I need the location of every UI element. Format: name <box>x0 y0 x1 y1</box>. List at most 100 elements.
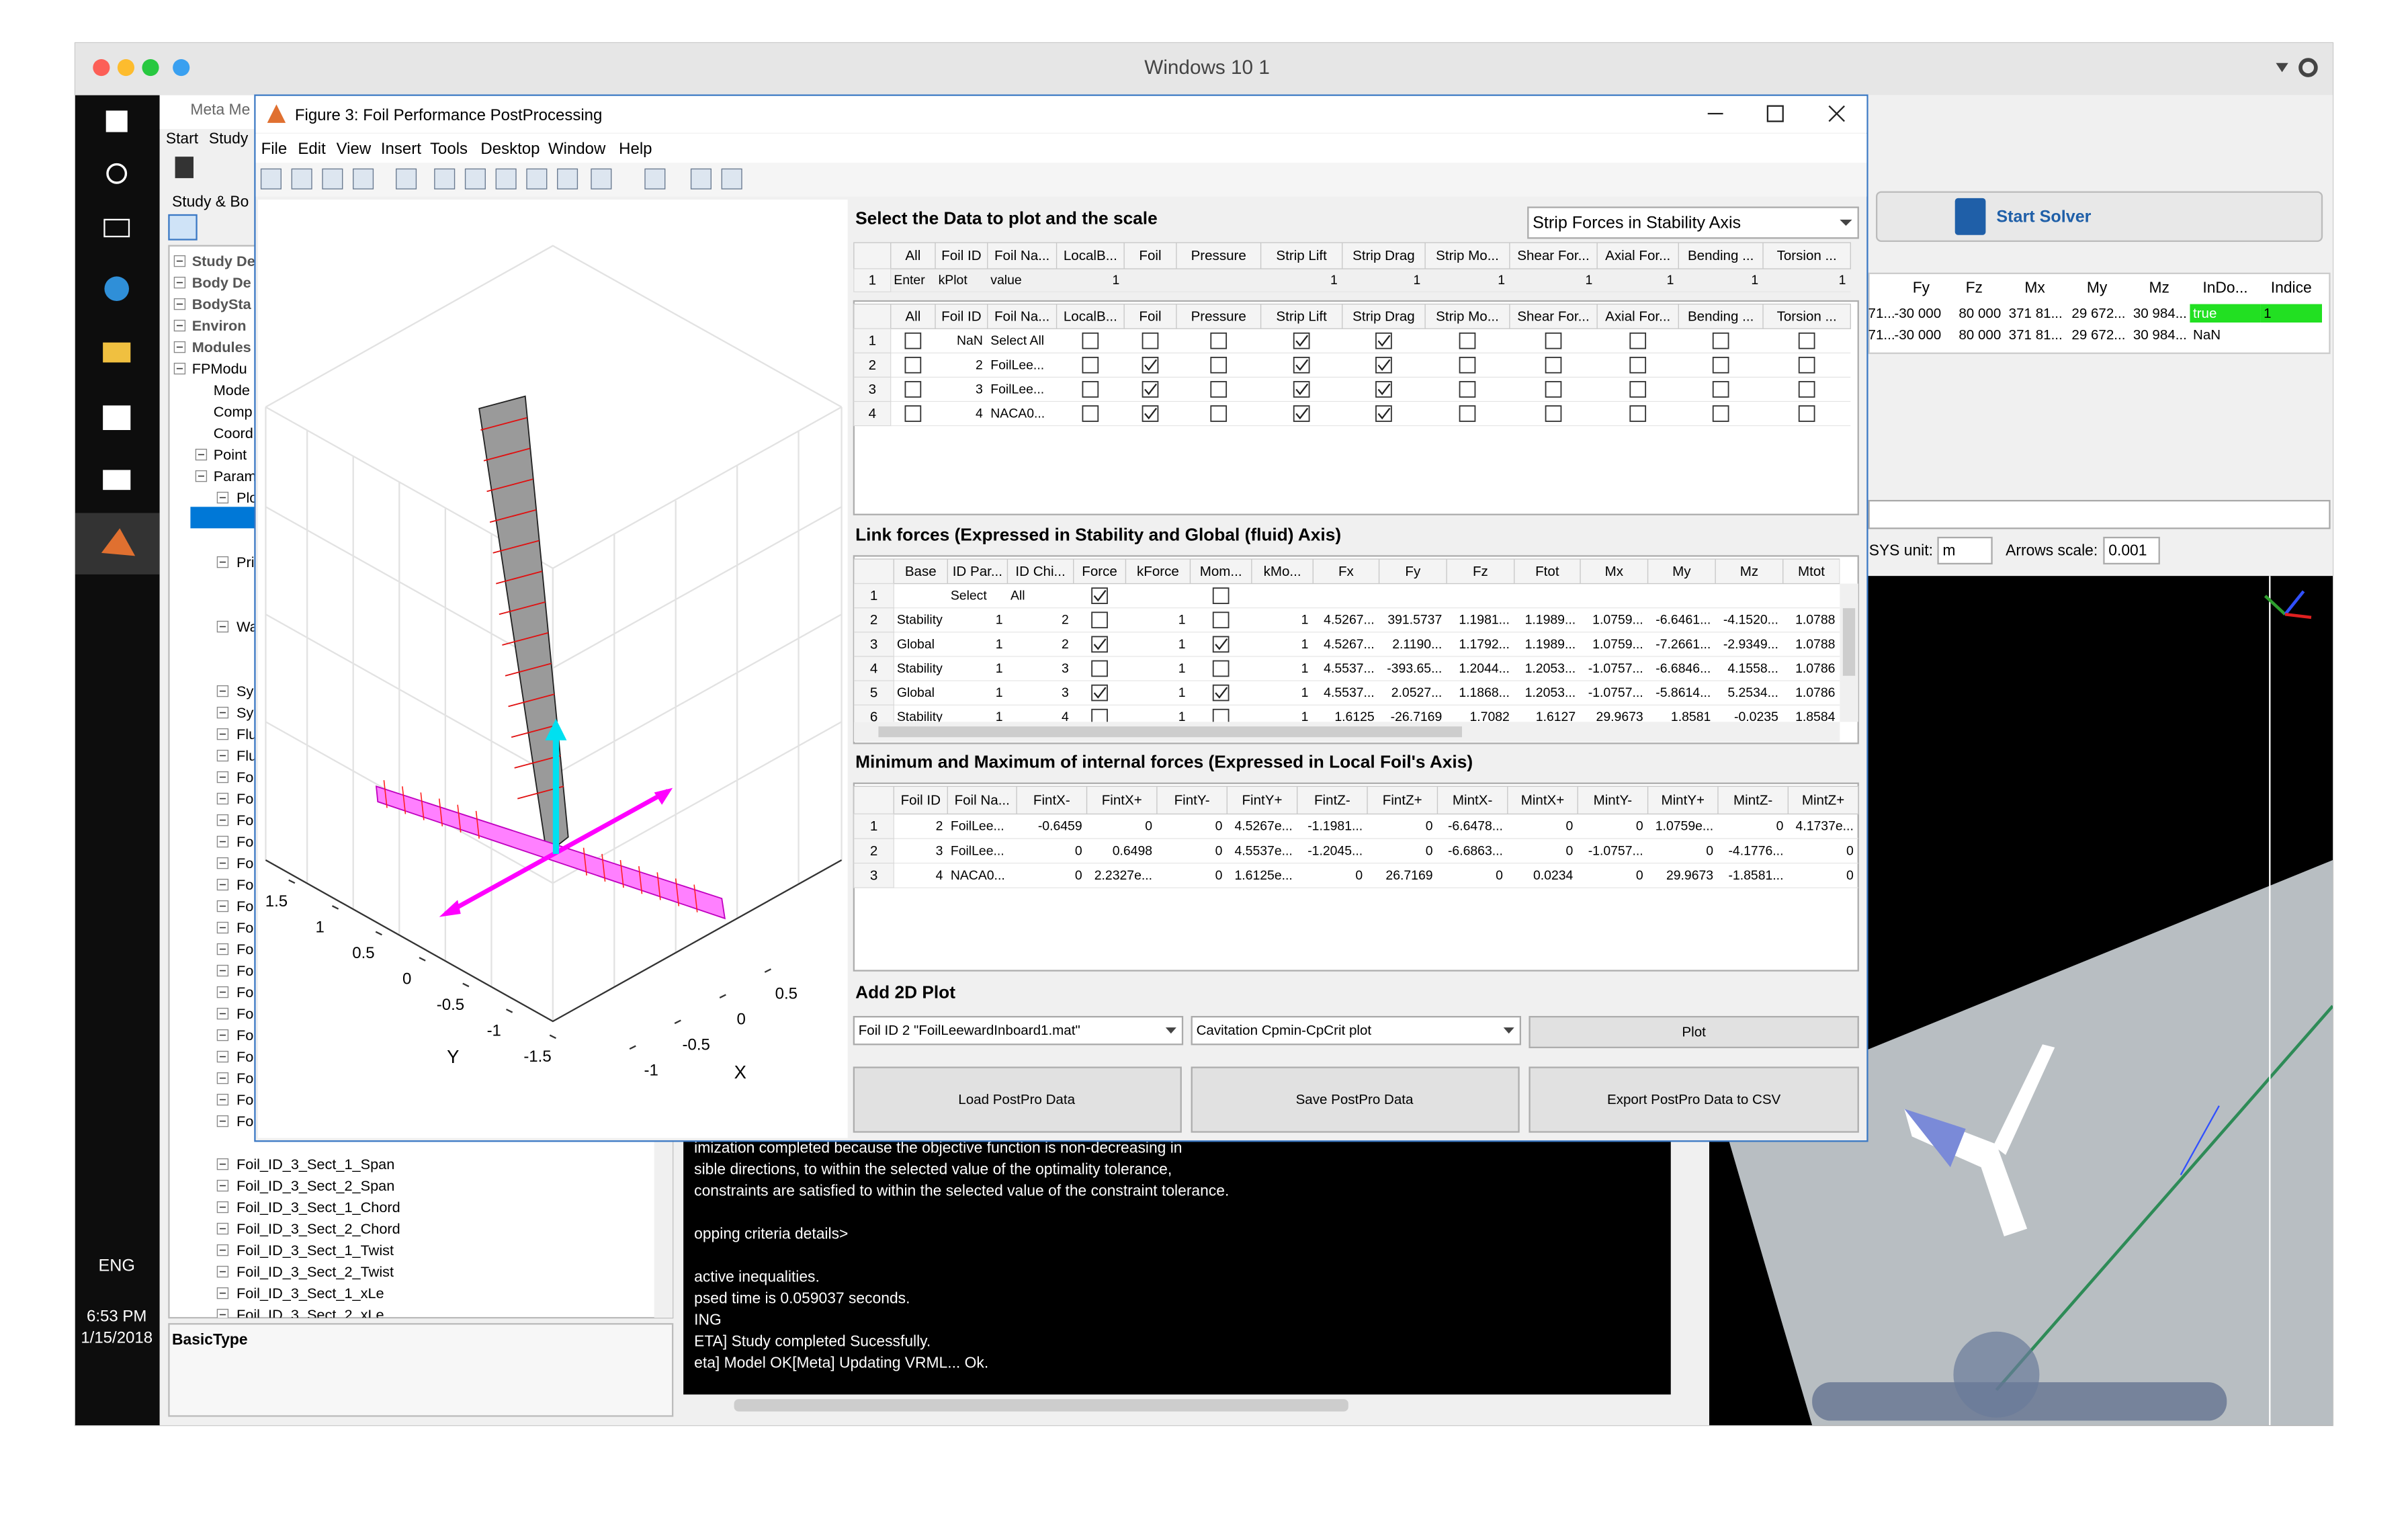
checkbox[interactable] <box>904 405 922 422</box>
console-scrollbar[interactable] <box>1670 1140 1697 1395</box>
checkbox[interactable] <box>1212 636 1230 653</box>
checkbox[interactable] <box>1210 332 1228 349</box>
toolbar-icon[interactable] <box>557 168 578 189</box>
toolbar-icon[interactable] <box>591 168 612 189</box>
checkbox[interactable] <box>1545 356 1562 374</box>
checkbox[interactable] <box>1082 405 1099 422</box>
checkbox[interactable] <box>1375 332 1392 349</box>
navigation-wheel[interactable] <box>1953 1331 2040 1418</box>
toolbar-icon[interactable] <box>644 168 666 189</box>
minimize-button[interactable] <box>117 59 134 77</box>
menu-item[interactable]: Edit <box>298 140 326 158</box>
checkbox[interactable] <box>1293 332 1310 349</box>
tool-icon[interactable] <box>168 214 198 241</box>
toolbar-icon[interactable] <box>353 168 374 189</box>
checkbox[interactable] <box>1082 356 1099 374</box>
mail-icon[interactable] <box>103 470 131 491</box>
checkbox[interactable] <box>1210 381 1228 398</box>
view-dropdown[interactable] <box>1868 500 2331 529</box>
start-solver-button[interactable] <box>1876 191 2323 242</box>
scale-input[interactable] <box>2103 536 2160 564</box>
checkbox[interactable] <box>1142 356 1159 374</box>
foil-dropdown[interactable] <box>853 1015 1184 1046</box>
checkbox[interactable] <box>1212 587 1230 604</box>
toolbar-icon[interactable] <box>396 168 417 189</box>
checkbox[interactable] <box>1091 611 1108 629</box>
store-icon[interactable] <box>103 405 131 430</box>
scroll-thumb[interactable] <box>1842 608 1856 676</box>
toolbar-icon[interactable] <box>526 168 548 189</box>
menu-item[interactable]: File <box>261 140 288 158</box>
tool-icon[interactable] <box>175 157 194 179</box>
zoom-button[interactable] <box>142 59 159 77</box>
search-icon[interactable] <box>106 163 128 184</box>
checkbox[interactable] <box>1142 332 1159 349</box>
checkbox[interactable] <box>904 356 922 374</box>
toolbar-icon[interactable] <box>260 168 282 189</box>
checkbox[interactable] <box>1210 405 1228 422</box>
checkbox[interactable] <box>1142 405 1159 422</box>
export-button[interactable] <box>1529 1066 1859 1133</box>
checkbox[interactable] <box>1629 405 1647 422</box>
expander[interactable] <box>216 1308 229 1320</box>
toolbar-icon[interactable] <box>291 168 312 189</box>
menu-item[interactable]: Help <box>619 140 652 158</box>
checkbox[interactable] <box>1212 611 1230 629</box>
checkbox[interactable] <box>1293 405 1310 422</box>
toolbar-icon[interactable] <box>721 168 742 189</box>
plot-dropdown[interactable] <box>1191 1015 1521 1046</box>
checkbox[interactable] <box>1545 381 1562 398</box>
checkbox[interactable] <box>1629 356 1647 374</box>
maximize-button[interactable] <box>1766 105 1784 122</box>
menu-item[interactable]: View <box>337 140 372 158</box>
toolbar-icon[interactable] <box>322 168 343 189</box>
toolbar-icon[interactable] <box>464 168 486 189</box>
checkbox[interactable] <box>1459 405 1476 422</box>
scroll-thumb[interactable] <box>878 726 1462 738</box>
checkbox[interactable] <box>1082 332 1099 349</box>
checkbox[interactable] <box>1712 356 1729 374</box>
checkbox[interactable] <box>1375 381 1392 398</box>
checkbox[interactable] <box>904 332 922 349</box>
edge-icon[interactable] <box>104 276 129 301</box>
checkbox[interactable] <box>1459 332 1476 349</box>
checkbox[interactable] <box>1798 332 1815 349</box>
scroll-thumb[interactable] <box>734 1399 1348 1412</box>
checkbox[interactable] <box>1293 356 1310 374</box>
start-icon[interactable] <box>105 110 128 132</box>
checkbox[interactable] <box>1091 660 1108 677</box>
checkbox[interactable] <box>1091 636 1108 653</box>
checkbox[interactable] <box>904 381 922 398</box>
close-button[interactable] <box>93 59 110 77</box>
checkbox[interactable] <box>1091 684 1108 701</box>
unit-dropdown[interactable] <box>1937 536 1993 564</box>
checkbox[interactable] <box>1210 356 1228 374</box>
checkbox[interactable] <box>1459 381 1476 398</box>
checkbox[interactable] <box>1212 684 1230 701</box>
checkbox[interactable] <box>1212 708 1230 725</box>
checkbox[interactable] <box>1212 660 1230 677</box>
dropdown-icon[interactable] <box>2276 62 2288 73</box>
plot-button[interactable] <box>1529 1016 1859 1048</box>
taskview-icon[interactable] <box>103 218 130 238</box>
checkbox[interactable] <box>1798 381 1815 398</box>
checkbox[interactable] <box>1142 381 1159 398</box>
matlab-icon[interactable] <box>101 528 136 556</box>
checkbox[interactable] <box>1545 405 1562 422</box>
checkbox[interactable] <box>1545 332 1562 349</box>
menu-item[interactable]: Window <box>548 140 606 158</box>
menu-item[interactable]: Tools <box>430 140 468 158</box>
checkbox[interactable] <box>1629 332 1647 349</box>
checkbox[interactable] <box>1459 356 1476 374</box>
checkbox[interactable] <box>1712 332 1729 349</box>
close-button[interactable] <box>1828 105 1845 122</box>
menu-item[interactable]: Insert <box>381 140 421 158</box>
checkbox[interactable] <box>1293 381 1310 398</box>
checkbox[interactable] <box>1091 587 1108 604</box>
load-button[interactable] <box>853 1066 1182 1133</box>
checkbox[interactable] <box>1082 381 1099 398</box>
save-button[interactable] <box>1191 1066 1520 1133</box>
scale-dropdown[interactable] <box>1527 206 1859 239</box>
checkbox[interactable] <box>1798 356 1815 374</box>
toolbar-icon[interactable] <box>690 168 712 189</box>
